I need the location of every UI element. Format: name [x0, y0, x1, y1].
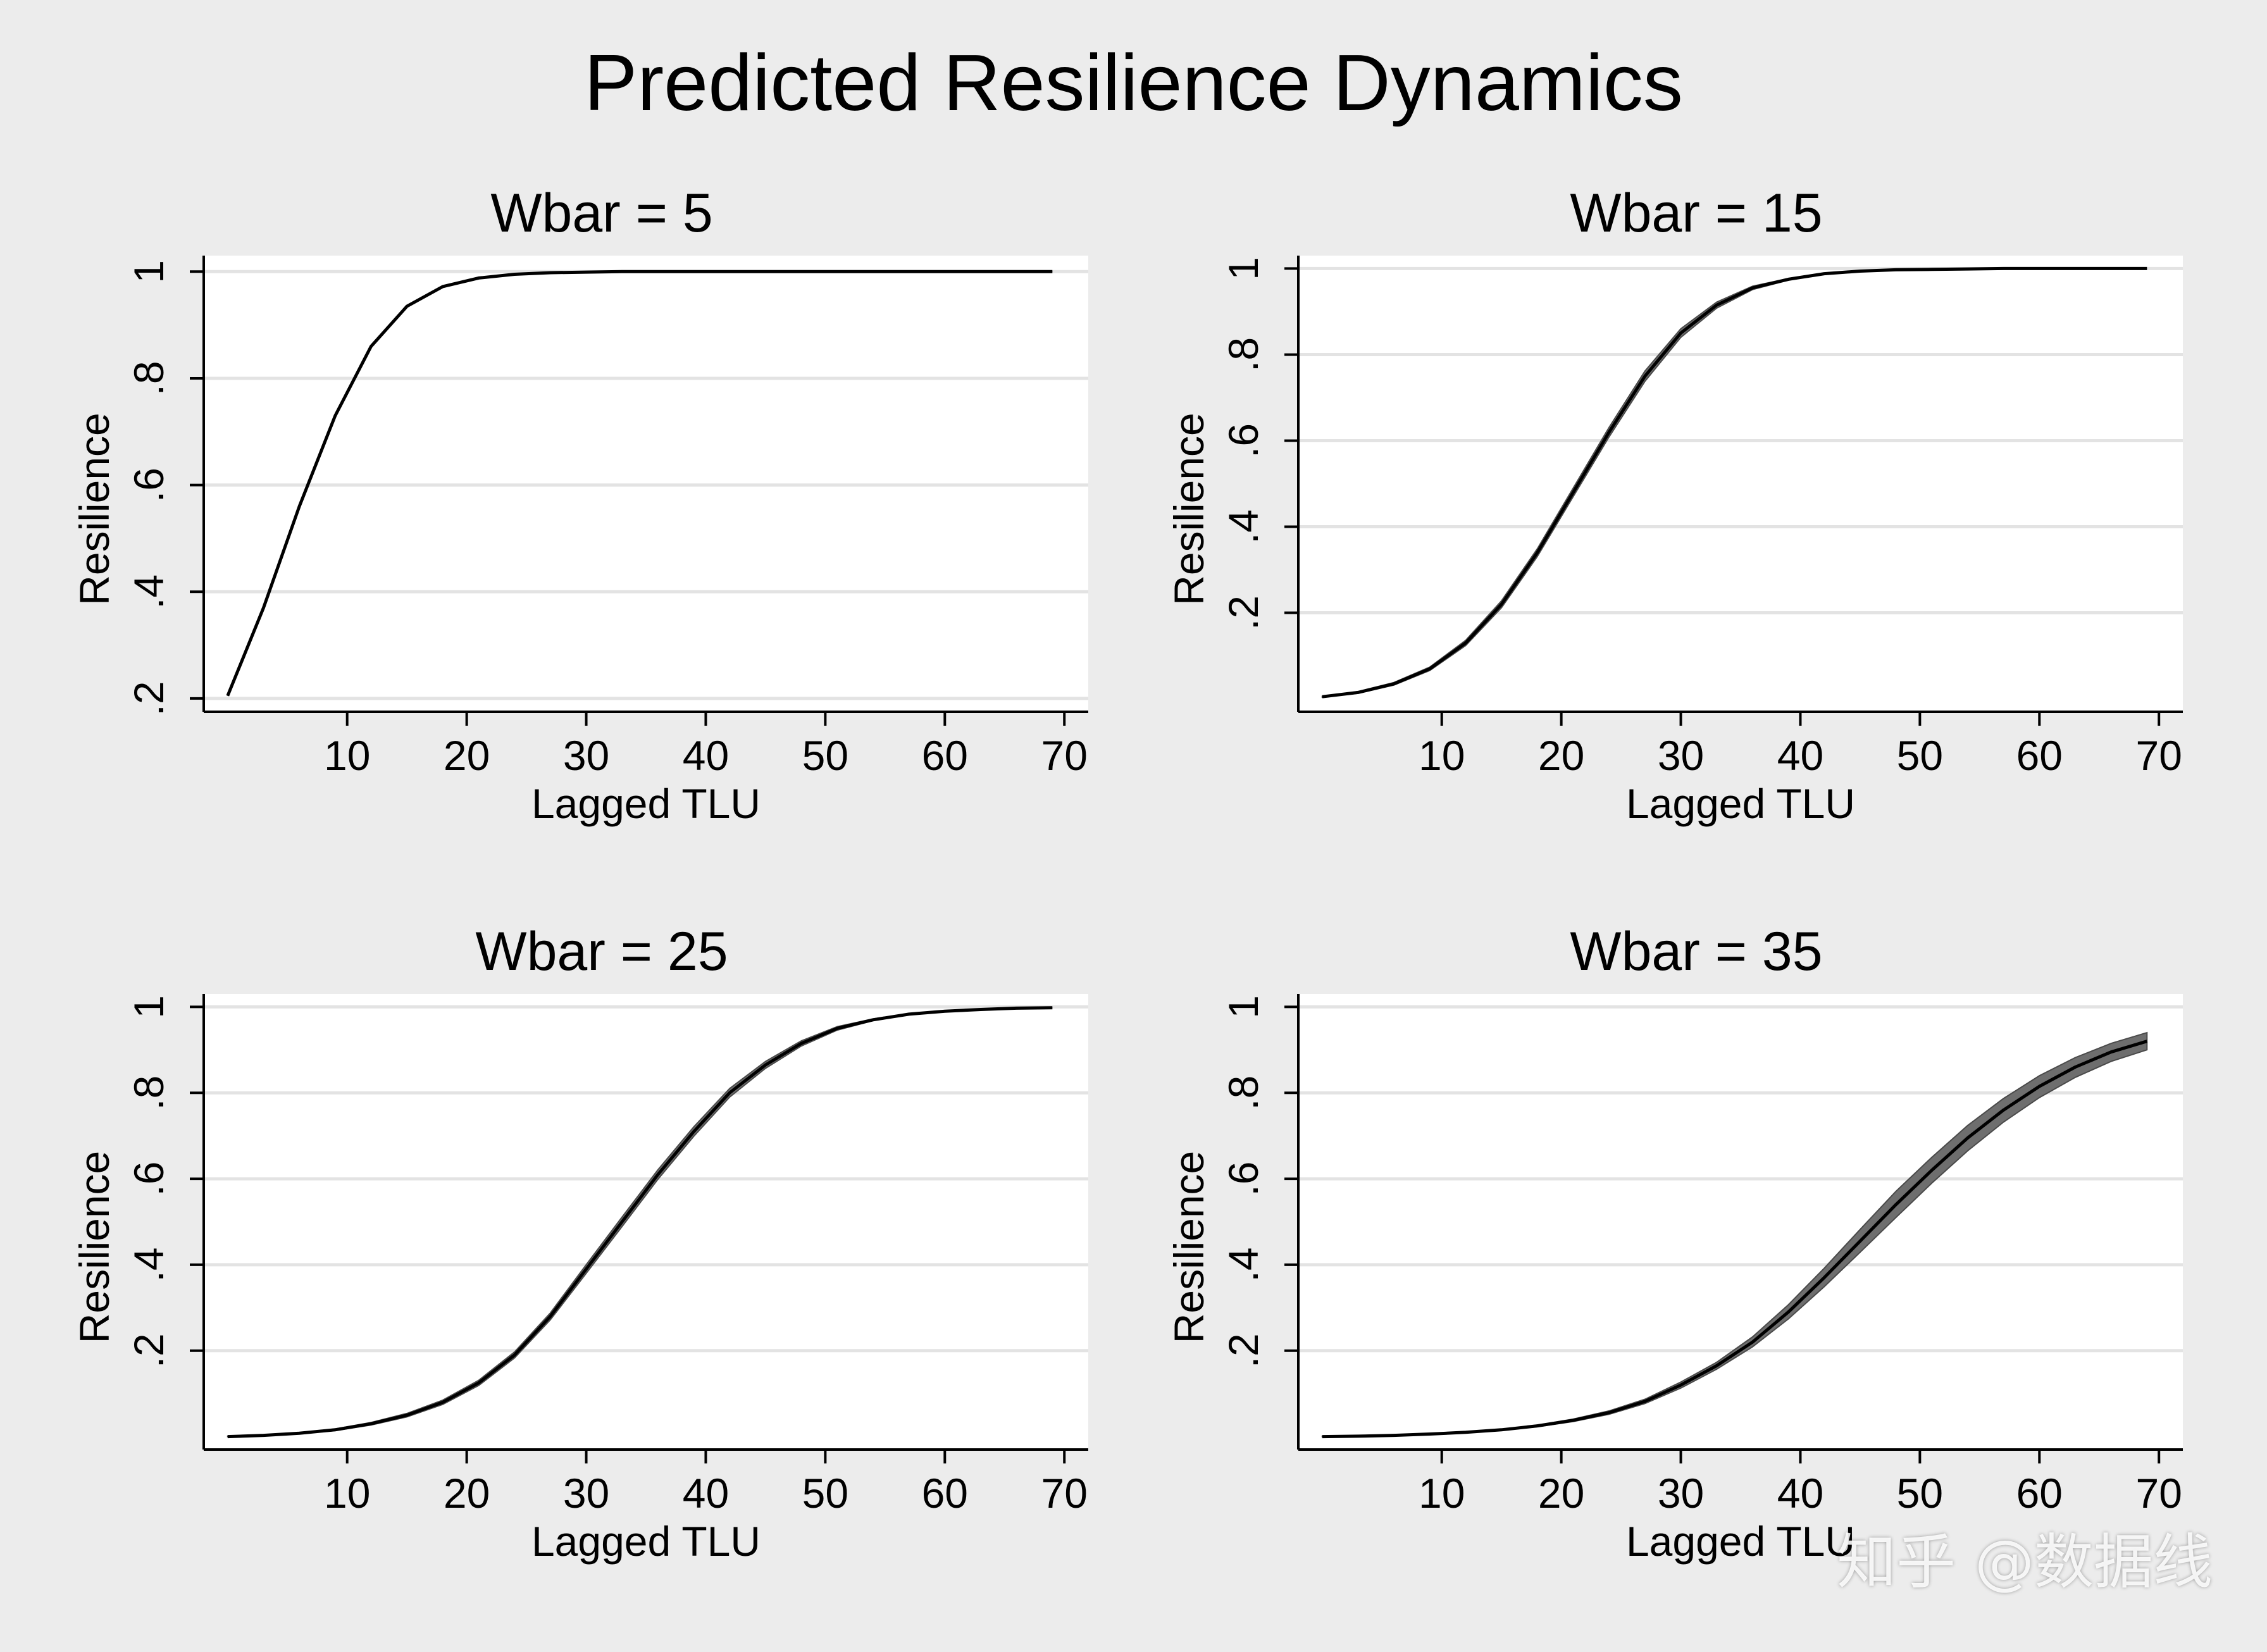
x-tick-label: 10: [324, 1470, 370, 1517]
x-tick-label: 30: [1658, 1470, 1704, 1517]
x-tick-label: 60: [922, 732, 968, 779]
plot-area: [1298, 256, 2183, 712]
y-axis-title: Resilience: [1165, 413, 1212, 605]
prediction-line: [1322, 266, 2147, 699]
panel-title: Wbar = 15: [1570, 183, 1822, 244]
plot-area: [204, 994, 1088, 1450]
chart-panel: 10 20 30 40 50 60 70 .2 .4 .6 .8 1 Wbar = 5 Lagged TL…: [71, 183, 1088, 827]
x-tick-label: 70: [2136, 732, 2182, 779]
x-tick-label: 60: [2016, 1470, 2063, 1517]
y-tick-label: .6: [1220, 423, 1267, 458]
x-tick-label: 20: [444, 1470, 490, 1517]
x-tick-label: 50: [1897, 732, 1943, 779]
x-tick-label: 70: [1041, 732, 1088, 779]
x-tick-label: 10: [1419, 1470, 1465, 1517]
x-tick-label: 40: [683, 732, 729, 779]
x-axis-title: Lagged TLU: [531, 780, 761, 827]
y-tick-label: .4: [125, 574, 172, 609]
x-tick-label: 20: [1538, 1470, 1584, 1517]
y-tick-label: 1: [125, 995, 172, 1019]
prediction-line: [226, 270, 1053, 697]
x-axis-title: Lagged TLU: [1626, 1518, 1855, 1565]
chart-panel: 10 20 30 40 50 60 70 .2 .4 .6 .8 1 Wbar = 15 Lagged T…: [1165, 183, 2183, 827]
panel-title: Wbar = 5: [490, 183, 712, 244]
y-tick-label: .8: [1220, 1076, 1267, 1110]
y-tick-label: .8: [125, 1076, 172, 1110]
panel-title: Wbar = 35: [1570, 921, 1822, 982]
y-axis-title: Resilience: [71, 413, 118, 605]
y-tick-label: .2: [125, 1333, 172, 1368]
x-tick-label: 30: [563, 732, 609, 779]
x-axis-title: Lagged TLU: [1626, 780, 1855, 827]
y-tick-label: .4: [1220, 1247, 1267, 1282]
y-tick-label: 1: [1220, 995, 1267, 1019]
x-tick-label: 40: [1777, 732, 1823, 779]
prediction-line: [1322, 1040, 2148, 1439]
x-tick-label: 20: [1538, 732, 1584, 779]
y-tick-label: .6: [125, 468, 172, 502]
y-tick-label: .4: [125, 1247, 172, 1282]
x-tick-label: 30: [563, 1470, 609, 1517]
prediction-line: [227, 1006, 1053, 1439]
panel-title: Wbar = 25: [475, 921, 728, 982]
y-axis-title: Resilience: [71, 1151, 118, 1343]
x-tick-label: 20: [444, 732, 490, 779]
x-tick-label: 60: [922, 1470, 968, 1517]
y-tick-label: .2: [1220, 595, 1267, 630]
y-axis-title: Resilience: [1165, 1151, 1212, 1343]
y-tick-label: .4: [1220, 509, 1267, 544]
x-tick-label: 30: [1658, 732, 1704, 779]
chart-panel: 10 20 30 40 50 60 70 .2 .4 .6 .8 1 Wbar = 25 Lagged T…: [71, 921, 1088, 1565]
x-tick-label: 70: [2136, 1470, 2182, 1517]
y-tick-label: .8: [125, 361, 172, 395]
x-tick-label: 70: [1041, 1470, 1088, 1517]
y-tick-label: .2: [125, 681, 172, 716]
watermark: 知乎 @数据线: [1837, 1528, 2213, 1597]
y-tick-label: .6: [1220, 1162, 1267, 1196]
chart-panel: 10 20 30 40 50 60 70 .2 .4 .6 .8 1 Wbar = 35 Lagged T…: [1165, 921, 2183, 1565]
x-tick-label: 40: [1777, 1470, 1823, 1517]
y-tick-label: .8: [1220, 337, 1267, 372]
x-tick-label: 40: [683, 1470, 729, 1517]
x-axis-title: Lagged TLU: [531, 1518, 761, 1565]
x-tick-label: 50: [802, 732, 848, 779]
x-tick-label: 50: [802, 1470, 848, 1517]
x-tick-label: 10: [324, 732, 370, 779]
plot-area: [1298, 994, 2183, 1450]
figure-title: Predicted Resilience Dynamics: [584, 38, 1683, 127]
x-tick-label: 10: [1419, 732, 1465, 779]
x-tick-label: 60: [2016, 732, 2063, 779]
y-tick-label: 1: [125, 260, 172, 283]
y-tick-label: .6: [125, 1162, 172, 1196]
y-tick-label: 1: [1220, 257, 1267, 280]
y-tick-label: .2: [1220, 1333, 1267, 1368]
x-tick-label: 50: [1897, 1470, 1943, 1517]
